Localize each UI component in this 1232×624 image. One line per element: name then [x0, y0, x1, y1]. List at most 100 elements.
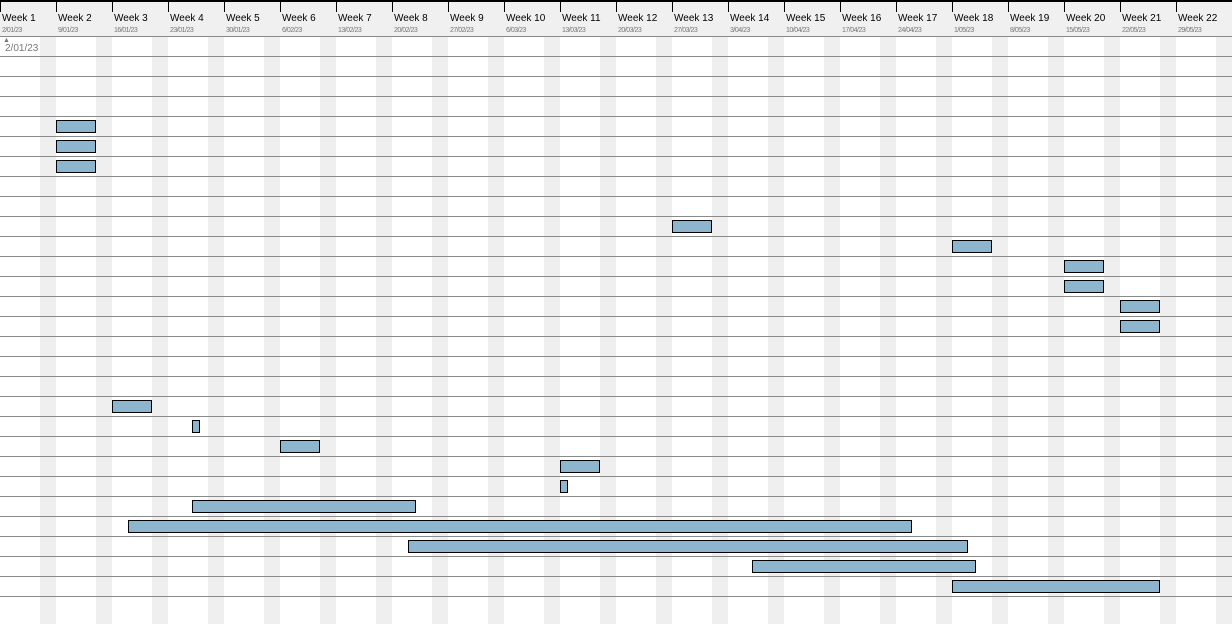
row-divider — [0, 116, 1232, 117]
task-bar[interactable] — [408, 540, 968, 553]
task-bar[interactable] — [752, 560, 976, 573]
week-tick — [280, 2, 281, 12]
week-tick — [112, 2, 113, 12]
task-bar[interactable] — [1064, 260, 1104, 273]
week-date: 20/02/23 — [394, 27, 418, 34]
week-date: 8/05/23 — [1010, 27, 1030, 34]
week-label: Week 11 — [562, 13, 601, 24]
task-bar[interactable] — [280, 440, 320, 453]
week-date: 3/04/23 — [730, 27, 750, 34]
week-date: 24/04/23 — [898, 27, 922, 34]
task-bar[interactable] — [192, 500, 416, 513]
row-divider — [0, 476, 1232, 477]
week-tick — [336, 2, 337, 12]
task-bar[interactable] — [112, 400, 152, 413]
task-bar[interactable] — [56, 140, 96, 153]
week-date: 20/03/23 — [618, 27, 642, 34]
week-date: 13/02/23 — [338, 27, 362, 34]
row-divider — [0, 236, 1232, 237]
week-tick — [616, 2, 617, 12]
week-tick — [672, 2, 673, 12]
week-date: 23/01/23 — [170, 27, 194, 34]
week-label: Week 8 — [394, 13, 428, 24]
weekend-band — [824, 36, 840, 624]
row-divider — [0, 496, 1232, 497]
weekend-band — [880, 36, 896, 624]
row-divider — [0, 416, 1232, 417]
task-bar[interactable] — [672, 220, 712, 233]
weekend-band — [432, 36, 448, 624]
week-label: Week 3 — [114, 13, 148, 24]
task-bar[interactable] — [952, 580, 1160, 593]
task-bar[interactable] — [1120, 300, 1160, 313]
week-date: 22/05/23 — [1122, 27, 1146, 34]
week-label: Week 12 — [618, 13, 658, 24]
task-bar[interactable] — [56, 160, 96, 173]
week-label: Week 15 — [786, 13, 826, 24]
week-column-header: Week 16 17/04/23 — [840, 2, 896, 36]
weekend-band — [488, 36, 504, 624]
task-bar[interactable] — [192, 420, 200, 433]
week-label: Week 18 — [954, 13, 994, 24]
row-divider — [0, 536, 1232, 537]
row-divider — [0, 456, 1232, 457]
week-label: Week 2 — [58, 13, 92, 24]
week-label: Week 22 — [1178, 13, 1218, 24]
weekend-band — [264, 36, 280, 624]
task-bar[interactable] — [1064, 280, 1104, 293]
task-bar[interactable] — [1120, 320, 1160, 333]
task-bar[interactable] — [56, 120, 96, 133]
week-label: Week 7 — [338, 13, 372, 24]
row-divider — [0, 276, 1232, 277]
week-column-header: Week 22 29/05/23 — [1176, 2, 1232, 36]
row-divider — [0, 36, 1232, 37]
week-label: Week 17 — [898, 13, 938, 24]
task-bar[interactable] — [128, 520, 912, 533]
week-date: 27/03/23 — [674, 27, 698, 34]
weekend-band — [152, 36, 168, 624]
weekend-band — [96, 36, 112, 624]
week-column-header: Week 3 16/01/23 — [112, 2, 168, 36]
task-bar[interactable] — [560, 480, 568, 493]
week-label: Week 13 — [674, 13, 714, 24]
week-tick — [728, 2, 729, 12]
week-tick — [224, 2, 225, 12]
task-bar[interactable] — [560, 460, 600, 473]
weekend-band — [600, 36, 616, 624]
week-label: Week 5 — [226, 13, 260, 24]
week-tick — [784, 2, 785, 12]
week-tick — [392, 2, 393, 12]
row-divider — [0, 136, 1232, 137]
task-bar[interactable] — [952, 240, 992, 253]
week-column-header: Week 8 20/02/23 — [392, 2, 448, 36]
week-tick — [56, 2, 57, 12]
week-tick — [0, 2, 1, 12]
row-divider — [0, 356, 1232, 357]
week-date: 17/04/23 — [842, 27, 866, 34]
week-tick — [560, 2, 561, 12]
row-divider — [0, 396, 1232, 397]
week-column-header: Week 19 8/05/23 — [1008, 2, 1064, 36]
week-column-header: Week 1 2/01/23 — [0, 2, 56, 36]
row-divider — [0, 156, 1232, 157]
week-label: Week 6 — [282, 13, 316, 24]
week-column-header: Week 15 10/04/23 — [784, 2, 840, 36]
weekend-band — [768, 36, 784, 624]
row-divider — [0, 576, 1232, 577]
weekend-band — [656, 36, 672, 624]
week-date: 2/01/23 — [2, 27, 22, 34]
week-label: Week 19 — [1010, 13, 1050, 24]
week-label: Week 4 — [170, 13, 204, 24]
start-marker-label: 2/01/23 — [5, 43, 39, 54]
week-column-header: Week 4 23/01/23 — [168, 2, 224, 36]
row-divider — [0, 96, 1232, 97]
week-date: 15/05/23 — [1066, 27, 1090, 34]
week-tick — [1064, 2, 1065, 12]
week-column-header: Week 14 3/04/23 — [728, 2, 784, 36]
row-divider — [0, 376, 1232, 377]
weekend-band — [544, 36, 560, 624]
week-tick — [504, 2, 505, 12]
weekend-band — [40, 36, 56, 624]
row-divider — [0, 316, 1232, 317]
